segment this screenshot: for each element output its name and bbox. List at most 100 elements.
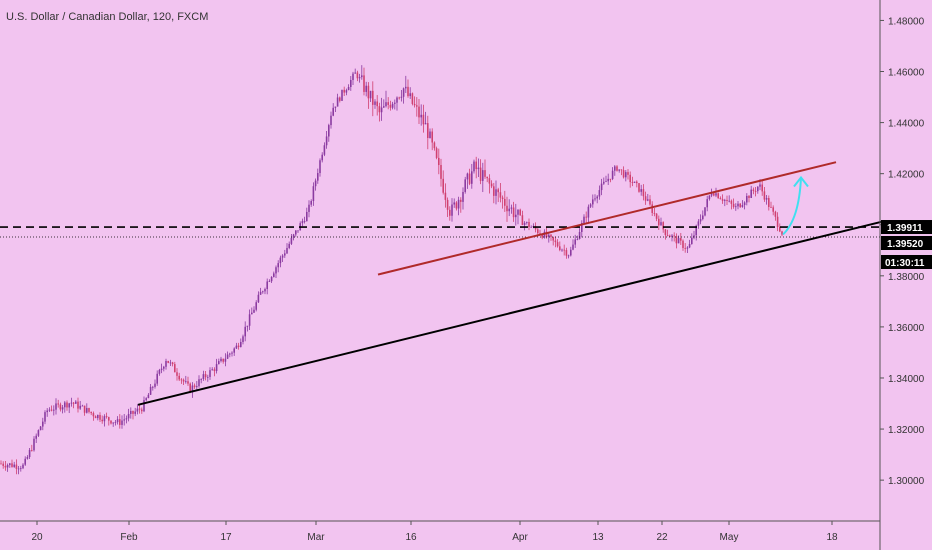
- candle-body: [444, 192, 447, 200]
- candle-body: [772, 207, 774, 212]
- candle-body: [739, 203, 741, 207]
- candle-body: [211, 369, 213, 371]
- candle-body: [141, 409, 143, 412]
- candle-body: [402, 88, 405, 97]
- candle-body: [559, 246, 561, 250]
- candle-body: [121, 420, 123, 425]
- candle-body: [314, 180, 317, 187]
- candle-body: [363, 75, 365, 92]
- candle-body: [288, 243, 290, 248]
- candle-body: [510, 207, 513, 209]
- candle-body: [35, 435, 37, 439]
- candle-body: [178, 375, 180, 380]
- candle-body: [633, 181, 636, 183]
- candle-body: [578, 231, 581, 240]
- candle-body: [378, 106, 381, 113]
- candle-body: [345, 90, 348, 93]
- candle-body: [655, 213, 658, 219]
- candle-body: [358, 77, 361, 79]
- candle-body: [618, 169, 620, 171]
- candle-body: [563, 249, 565, 251]
- candle-body: [717, 193, 719, 199]
- candle-body: [435, 148, 438, 158]
- candle-body: [554, 240, 557, 243]
- candle-body: [521, 215, 524, 225]
- candle-body: [75, 401, 77, 404]
- candle-body: [464, 179, 466, 192]
- candle-body: [9, 463, 11, 466]
- candle-body: [248, 314, 251, 326]
- candle-body: [598, 190, 601, 197]
- candle-body: [372, 90, 374, 105]
- candle-body: [64, 402, 66, 408]
- candle-body: [303, 221, 306, 222]
- candle-body: [708, 195, 711, 200]
- candle-body: [376, 101, 378, 107]
- candle-body: [134, 411, 136, 414]
- candle-body: [28, 450, 31, 458]
- candle-body: [614, 166, 616, 171]
- candle-body: [570, 249, 572, 256]
- price-tick-label: 1.38000: [888, 272, 925, 283]
- candle-body: [136, 408, 139, 412]
- candle-body: [26, 457, 29, 459]
- candle-body: [275, 267, 277, 274]
- candle-body: [44, 412, 46, 422]
- candle-body: [13, 464, 15, 467]
- candle-body: [605, 181, 607, 183]
- candle-body: [116, 419, 119, 423]
- support-trendline[interactable]: [137, 219, 886, 406]
- candle-body: [774, 211, 777, 217]
- candle-body: [343, 89, 345, 93]
- candle-body: [149, 386, 152, 395]
- candle-body: [677, 238, 680, 244]
- candle-body: [704, 207, 706, 216]
- candle-body: [427, 123, 429, 138]
- candle-body: [499, 192, 502, 198]
- trendlines-layer: [137, 161, 886, 406]
- candle-body: [506, 205, 508, 212]
- candle-body: [369, 90, 372, 99]
- time-tick-label: 16: [405, 532, 417, 543]
- candle-body: [317, 173, 319, 181]
- candle-body: [323, 145, 326, 155]
- candle-body: [455, 202, 458, 209]
- projection-arrow-shaft[interactable]: [782, 177, 802, 236]
- candle-body: [83, 405, 86, 413]
- candle-body: [466, 173, 469, 180]
- candle-body: [556, 242, 559, 247]
- candle-body: [433, 142, 436, 149]
- candle-body: [72, 402, 75, 404]
- candle-body: [394, 102, 396, 104]
- candle-body: [724, 199, 726, 201]
- resistance-trendline[interactable]: [377, 161, 837, 276]
- candle-body: [585, 216, 587, 218]
- candle-body: [218, 361, 220, 365]
- candle-body: [165, 360, 167, 367]
- candle-body: [6, 465, 9, 468]
- candle-body: [572, 244, 574, 250]
- candle-body: [673, 235, 675, 237]
- candle-body: [479, 167, 482, 181]
- candle-body: [629, 174, 631, 183]
- candle-body: [574, 239, 576, 245]
- candle-body: [512, 207, 515, 218]
- candle-body: [273, 273, 275, 277]
- candle-body: [374, 101, 376, 105]
- candle-body: [757, 186, 759, 192]
- candle-body: [631, 182, 634, 183]
- candle-body: [103, 416, 106, 422]
- candle-body: [367, 85, 370, 99]
- price-tick-label: 1.36000: [888, 323, 925, 334]
- candle-body: [490, 183, 493, 187]
- time-tick-label: Feb: [120, 532, 138, 543]
- candle-body: [81, 405, 84, 407]
- time-axis[interactable]: 20 Feb 17 Mar 16 Apr 13 22 May 18: [31, 521, 838, 543]
- candle-body: [310, 201, 312, 205]
- candle-body: [53, 409, 55, 411]
- candle-body: [207, 376, 209, 378]
- candle-body: [609, 178, 612, 180]
- candle-body: [735, 206, 737, 208]
- candle-body: [759, 184, 761, 187]
